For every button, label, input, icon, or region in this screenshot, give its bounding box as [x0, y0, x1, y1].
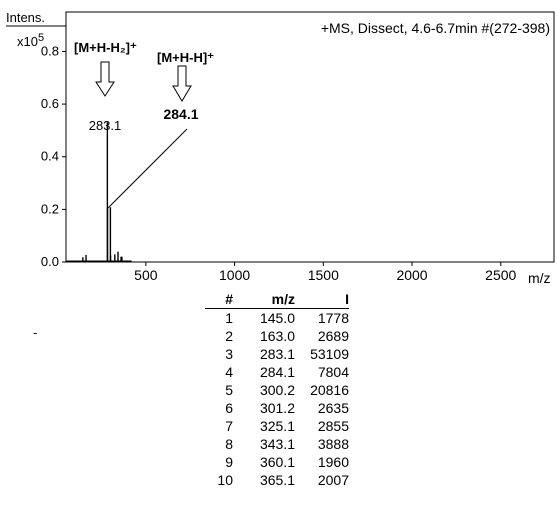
peak-mz-cell: 163.0 — [259, 328, 295, 344]
peak-index-cell: 2 — [225, 328, 233, 344]
y-axis-ticks: 0.0 0.2 0.4 0.6 0.8 — [41, 43, 66, 269]
y-tick-label: 0.8 — [41, 43, 59, 58]
annotation-1-label: [M+H-H₂]⁺ — [74, 40, 137, 55]
x-axis-ticks: 500 1000 1500 2000 2500 — [134, 262, 517, 283]
peak-intensity-cell: 2689 — [317, 328, 349, 344]
peak-index-cell: 1 — [225, 310, 233, 326]
x-tick-label: 500 — [134, 267, 158, 283]
peak-intensity-cell: 3888 — [317, 436, 349, 452]
peak-mz-cell: 343.1 — [259, 436, 295, 452]
peak-mz-cell: 283.1 — [259, 346, 295, 362]
peak-mz-cell: 301.2 — [259, 400, 295, 416]
peak-index-cell: 3 — [225, 346, 233, 362]
peak-index-cell: 4 — [225, 364, 233, 380]
peak-mz-cell: 284.1 — [259, 364, 295, 380]
peak-intensity-cell: 2635 — [317, 400, 349, 416]
x-tick-label: 1000 — [219, 267, 250, 283]
x-tick-label: 2500 — [485, 267, 516, 283]
peak-mz-cell: 325.1 — [259, 418, 295, 434]
spectrum-chart: Intens. x105 +MS, Dissect, 4.6-6.7min #(… — [6, 10, 555, 286]
peak-intensity-cell: 2855 — [317, 418, 349, 434]
peak-index-cell: 9 — [225, 454, 233, 470]
peak-table-body: 1 145.0 1778 2 163.0 2689 3 283.1 53109 4 284.1 780… — [205, 309, 349, 490]
peak-mz-cell: 360.1 — [259, 454, 295, 470]
spectrum-peaks — [66, 122, 132, 262]
peak-index-cell: 5 — [225, 382, 233, 398]
peak-table-header-index: # — [205, 292, 233, 309]
y-tick-label: 0.0 — [41, 254, 59, 269]
peak-table: # m/z I 1 145.0 1778 2 163.0 2689 3 283.1 53109 4… — [205, 292, 349, 489]
peak-index-cell: 10 — [217, 472, 233, 488]
annotation-2-label: [M+H-H]⁺ — [157, 50, 214, 65]
y-tick-label: 0.2 — [41, 201, 59, 216]
peak-intensity-cell: 1960 — [317, 454, 349, 470]
y-tick-label: 0.6 — [41, 96, 59, 111]
peak-table-row: 7 325.1 2855 — [205, 417, 349, 435]
peak-label-283: 283.1 — [89, 118, 122, 133]
x-tick-label: 1500 — [308, 267, 339, 283]
peak-intensity-cell: 53109 — [310, 346, 349, 362]
peak-index-cell: 6 — [225, 400, 233, 416]
peak-intensity-cell: 7804 — [317, 364, 349, 380]
peak-mz-cell: 300.2 — [259, 382, 295, 398]
peak-mz-cell: 145.0 — [259, 310, 295, 326]
x-tick-label: 2000 — [396, 267, 427, 283]
peak-table-row: 2 163.0 2689 — [205, 327, 349, 345]
peak-table-header-row: # m/z I — [205, 292, 349, 309]
peak-table-row: 10 365.1 2007 — [205, 471, 349, 489]
peak-table-row: 6 301.2 2635 — [205, 399, 349, 417]
peak-index-cell: 8 — [225, 436, 233, 452]
peak-table-row: 3 283.1 53109 — [205, 345, 349, 363]
peak-table-row: 4 284.1 7804 — [205, 363, 349, 381]
peak-intensity-cell: 20816 — [310, 382, 349, 398]
peak-table-row: 9 360.1 1960 — [205, 453, 349, 471]
peak-intensity-cell: 2007 — [317, 472, 349, 488]
peak-label-284: 284.1 — [163, 106, 198, 122]
annotation-2-leader-line — [107, 128, 188, 209]
x-axis-label: m/z — [528, 270, 551, 286]
y-axis-label: Intens. — [6, 10, 45, 25]
annotation-1-arrow-icon — [95, 61, 115, 97]
y-multiplier: x105 — [17, 32, 44, 49]
peak-table-header-intensity: I — [295, 292, 349, 309]
annotation-2-arrow-icon — [172, 65, 192, 102]
peak-intensity-cell: 1778 — [317, 310, 349, 326]
peak-table-row: 5 300.2 20816 — [205, 381, 349, 399]
y-tick-label: 0.4 — [41, 149, 59, 164]
peak-index-cell: 7 — [225, 418, 233, 434]
peak-table-row: 8 343.1 3888 — [205, 435, 349, 453]
chart-title: +MS, Dissect, 4.6-6.7min #(272-398) — [321, 20, 550, 36]
stray-mark: - — [33, 325, 38, 340]
peak-table-row: 1 145.0 1778 — [205, 309, 349, 328]
plot-frame — [65, 11, 555, 263]
peak-table-header-mz: m/z — [233, 292, 295, 309]
peak-mz-cell: 365.1 — [259, 472, 295, 488]
